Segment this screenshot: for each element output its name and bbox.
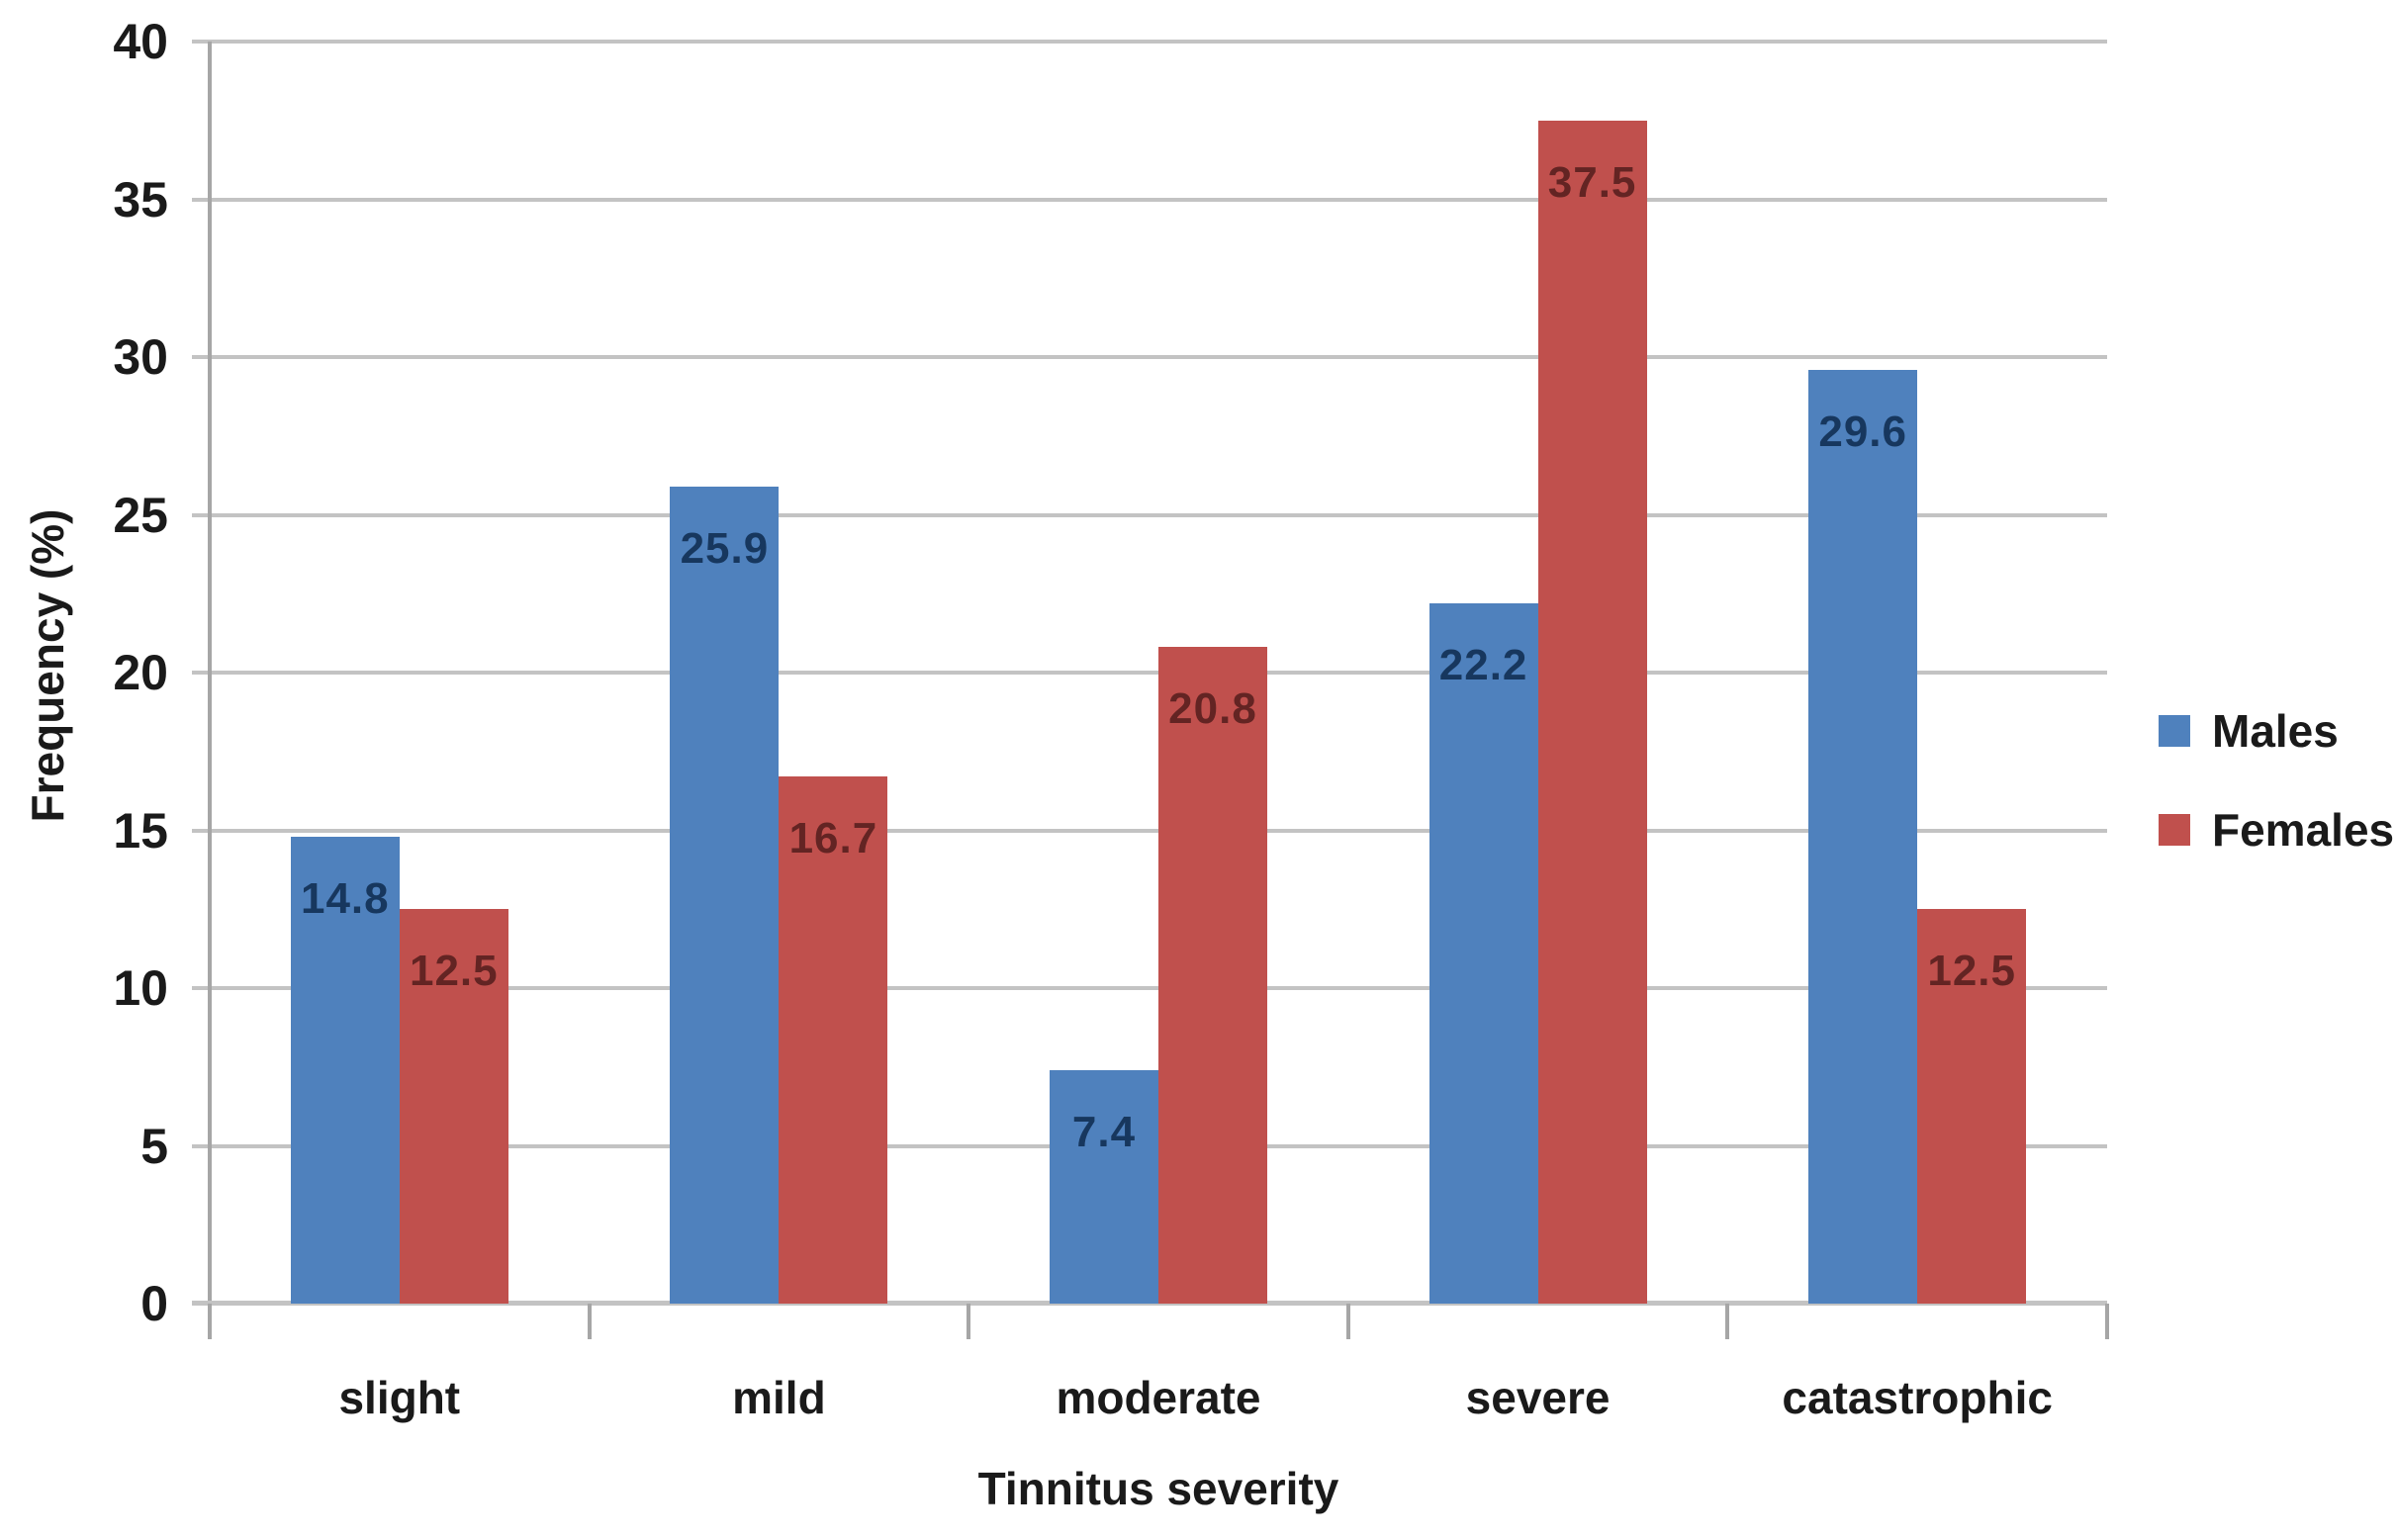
x-tick-mark bbox=[967, 1304, 971, 1339]
gridline bbox=[210, 512, 2107, 517]
bar-value-label: 29.6 bbox=[1818, 407, 1907, 456]
x-axis-title: Tinnitus severity bbox=[977, 1463, 1339, 1514]
bar-males bbox=[290, 836, 400, 1304]
y-tick-mark bbox=[192, 828, 210, 833]
category-label: catastrophic bbox=[1782, 1372, 2053, 1423]
y-tick-mark bbox=[192, 986, 210, 990]
y-tick-mark bbox=[192, 355, 210, 359]
bar-value-label: 12.5 bbox=[1927, 947, 2016, 996]
category-label: mild bbox=[732, 1372, 826, 1423]
y-tick-mark bbox=[192, 197, 210, 202]
category-label: moderate bbox=[1056, 1372, 1261, 1423]
legend: Males Females bbox=[2159, 704, 2394, 902]
x-tick-mark bbox=[587, 1304, 592, 1339]
gridline bbox=[210, 355, 2107, 359]
bar-males bbox=[1428, 602, 1538, 1304]
bar-males bbox=[1050, 1069, 1158, 1304]
bar-males bbox=[1808, 369, 1918, 1304]
y-tick-mark bbox=[192, 671, 210, 675]
y-tick-label: 30 bbox=[113, 329, 168, 385]
bar-value-label: 25.9 bbox=[680, 523, 770, 573]
bar-value-label: 14.8 bbox=[300, 873, 390, 923]
legend-item-females: Females bbox=[2159, 803, 2394, 857]
x-tick-mark bbox=[208, 1304, 212, 1339]
y-tick-label: 0 bbox=[140, 1276, 168, 1331]
bar-value-label: 37.5 bbox=[1547, 157, 1637, 207]
y-tick-label: 20 bbox=[113, 645, 168, 700]
x-tick-mark bbox=[1725, 1304, 1730, 1339]
y-tick-mark bbox=[192, 512, 210, 517]
y-tick-label: 25 bbox=[113, 487, 168, 543]
bar-females bbox=[1537, 120, 1647, 1304]
y-tick-label: 10 bbox=[113, 960, 168, 1016]
bar-males bbox=[670, 486, 780, 1304]
legend-swatch-females-icon bbox=[2159, 814, 2190, 846]
y-axis-line bbox=[208, 42, 212, 1339]
bar-value-label: 20.8 bbox=[1168, 684, 1257, 734]
bar-value-label: 7.4 bbox=[1071, 1107, 1137, 1156]
bar-females bbox=[1158, 647, 1267, 1304]
legend-item-males: Males bbox=[2159, 704, 2394, 758]
bar-females bbox=[399, 909, 508, 1304]
plot-area: 14.8 12.5 slight 25.9 16.7 mild 7.4 20.8 moderat… bbox=[192, 40, 2109, 1423]
bar-value-label: 16.7 bbox=[788, 814, 878, 863]
y-tick-mark bbox=[192, 40, 210, 44]
y-tick-label: 40 bbox=[113, 14, 168, 69]
legend-label: Females bbox=[2212, 804, 2395, 856]
category-label: severe bbox=[1465, 1372, 1611, 1423]
bar-value-label: 12.5 bbox=[409, 947, 499, 996]
bar-value-label: 22.2 bbox=[1438, 640, 1528, 689]
gridline bbox=[210, 40, 2107, 44]
y-tick-mark bbox=[192, 1143, 210, 1148]
x-tick-mark bbox=[1345, 1304, 1350, 1339]
y-tick-label: 15 bbox=[113, 802, 168, 859]
y-tick-label: 5 bbox=[140, 1118, 168, 1174]
category-label: slight bbox=[338, 1372, 461, 1423]
y-tick-label: 35 bbox=[113, 171, 168, 227]
bar-females bbox=[779, 776, 888, 1304]
legend-label: Males bbox=[2212, 705, 2339, 757]
legend-swatch-males-icon bbox=[2159, 715, 2190, 747]
bar-females bbox=[1917, 909, 2027, 1304]
gridline bbox=[210, 197, 2107, 202]
x-tick-mark bbox=[2105, 1304, 2109, 1339]
